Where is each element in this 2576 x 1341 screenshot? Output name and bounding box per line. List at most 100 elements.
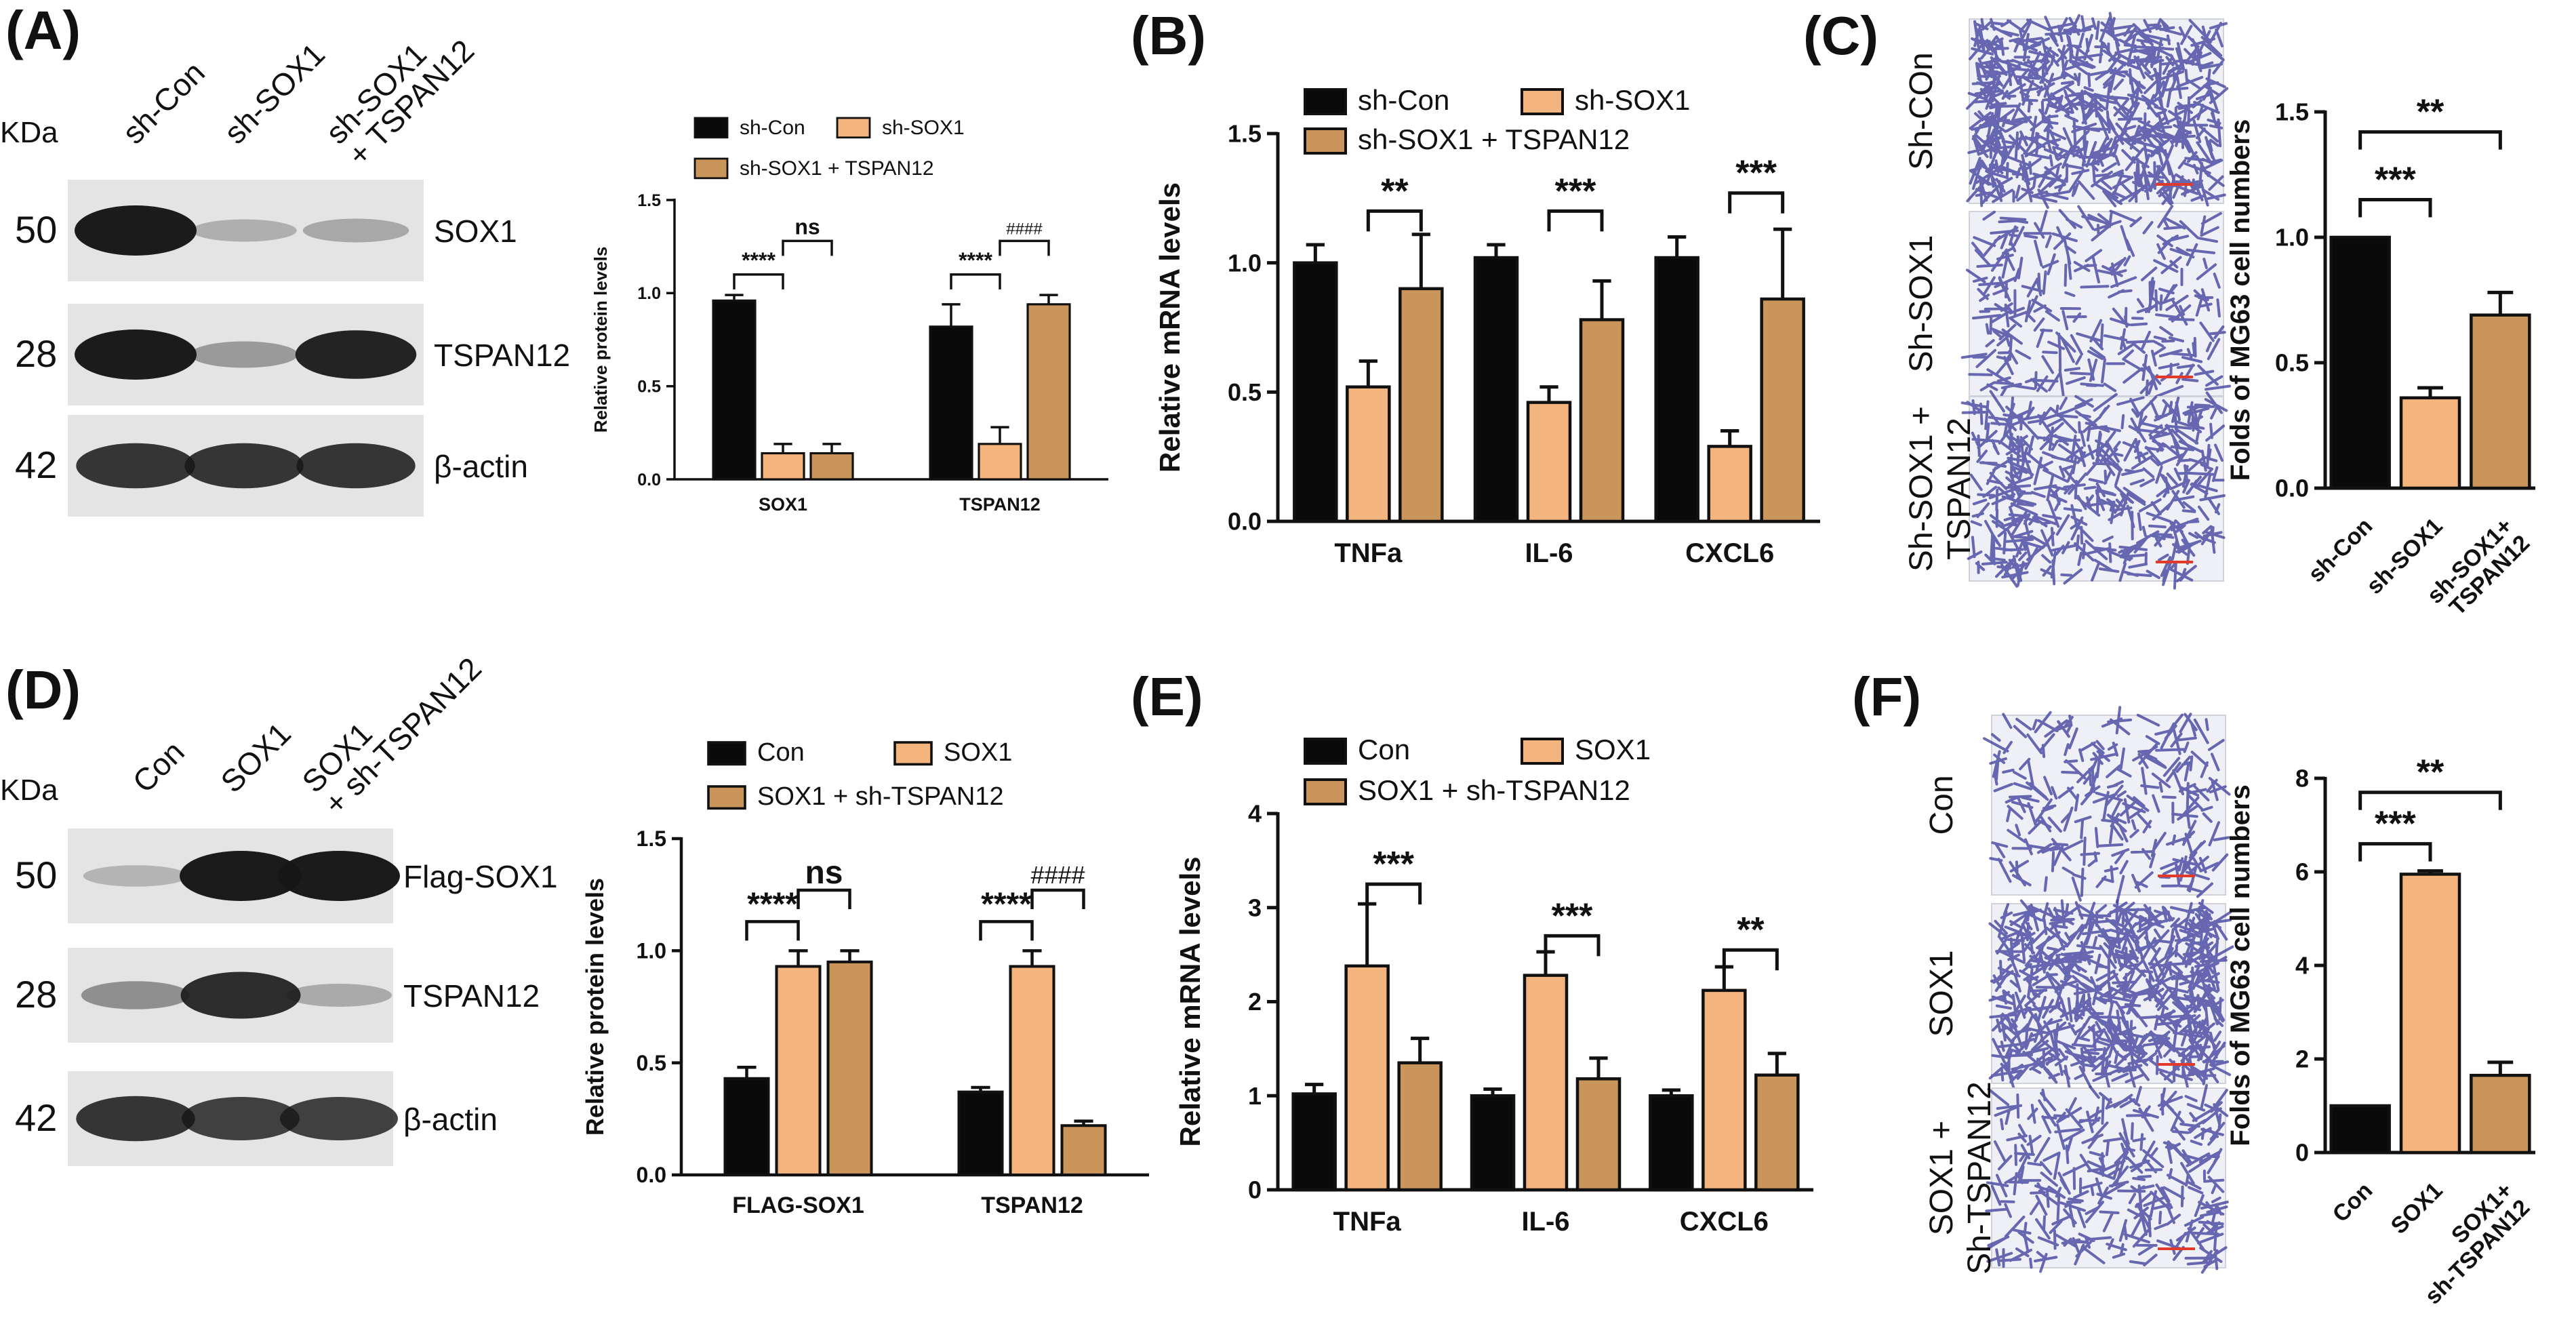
protein-band (278, 851, 400, 901)
stained-cells (1985, 1084, 2229, 1274)
protein-name-label: β-actin (434, 449, 528, 484)
lane-label: sh-Con (115, 54, 212, 151)
protein-band (180, 972, 301, 1019)
y-tick-label: 0.5 (637, 377, 661, 396)
significance-label: *** (2375, 805, 2416, 844)
y-tick-label: 1.5 (2275, 98, 2309, 126)
lane-label: SOX1+ sh-TSPAN12 (295, 628, 488, 822)
protein-name-label: TSPAN12 (403, 978, 540, 1014)
x-category-label: CXCL6 (1680, 1207, 1769, 1237)
protein-name-label: SOX1 (434, 214, 517, 249)
y-tick-label: 0.0 (637, 1163, 666, 1187)
protein-band (76, 1096, 195, 1142)
significance-bracket (2358, 842, 2432, 862)
protein-band (191, 219, 297, 242)
panel-label-D: (D) (5, 660, 81, 720)
bar (712, 299, 757, 481)
molecular-weight-label: 28 (15, 332, 57, 375)
y-tick-label: 4 (2295, 952, 2309, 980)
bar (1291, 1092, 1337, 1192)
bar (1009, 965, 1055, 1177)
x-category-label: IL-6 (1521, 1207, 1569, 1237)
protein-band (296, 443, 416, 489)
x-category-label: IL-6 (1525, 538, 1573, 568)
x-category-label: SOX1 (2386, 1178, 2448, 1239)
lane-label: sh-SOX1+ TSPAN12 (319, 11, 481, 173)
bar (2399, 396, 2461, 490)
y-tick-label: 2 (2295, 1045, 2309, 1073)
y-tick-label: 0 (1248, 1176, 1262, 1204)
y-tick-label: 1.0 (637, 284, 661, 303)
panel-label-F: (F) (1852, 666, 1921, 727)
significance-bracket (1728, 191, 1785, 214)
y-tick-label: 1.5 (637, 191, 661, 210)
bar (723, 1077, 770, 1177)
molecular-weight-label: 50 (15, 854, 57, 896)
panel-label-A: (A) (5, 0, 81, 60)
protein-band (81, 981, 190, 1009)
legend-swatch (893, 741, 933, 766)
significance-label: #### (1006, 220, 1043, 238)
legend-label: sh-Con (1358, 84, 1449, 116)
bar (1470, 1094, 1516, 1192)
panel-label-E: (E) (1131, 666, 1203, 727)
x-category-label: Con (2328, 1178, 2378, 1228)
image-row-label: SOX1 (1924, 950, 1960, 1037)
image-row-label: Sh-COn (1904, 52, 1939, 169)
legend-label: Con (1358, 734, 1410, 765)
bar (2399, 873, 2461, 1155)
bar (809, 452, 854, 481)
significance-label: #### (1030, 861, 1085, 889)
y-tick-label: 3 (1248, 894, 1262, 921)
significance-bracket (1365, 882, 1422, 905)
bar (761, 452, 805, 481)
significance-bracket (1722, 948, 1779, 971)
bar (1398, 287, 1444, 523)
significance-bracket (979, 920, 1034, 941)
protein-band (295, 330, 417, 379)
bar (1526, 401, 1572, 523)
x-category-label: FLAG-SOX1 (732, 1193, 864, 1218)
significance-label: ns (805, 855, 843, 891)
significance-bracket (782, 239, 833, 256)
kda-label: KDa (0, 774, 58, 807)
bar-chart-d: 0.0 0.5 1.0 1.5 Relative protein levels FLAG-… (581, 738, 1149, 1218)
bar (1026, 303, 1071, 481)
legend-swatch (707, 785, 746, 810)
legend-swatch (1304, 88, 1347, 115)
bar (1397, 1061, 1443, 1192)
significance-bracket (999, 239, 1050, 256)
transwell-images-c: Sh-COn Sh-SOX1 Sh-SOX1 +TSPAN12 (1904, 12, 2232, 590)
significance-label: *** (1555, 172, 1596, 211)
significance-bracket (2358, 130, 2502, 150)
legend-label: sh-Con (740, 117, 805, 139)
y-tick-label: 1 (1248, 1082, 1262, 1110)
legend-label: SOX1 (1575, 734, 1651, 765)
legend-label: SOX1 (944, 738, 1012, 767)
bar (1344, 964, 1390, 1192)
legend-swatch (1521, 88, 1564, 115)
y-axis-label: Relative protein levels (581, 878, 609, 1136)
bar (978, 443, 1022, 481)
panel-label-C: (C) (1803, 5, 1878, 66)
y-tick-label: 0.0 (1228, 508, 1262, 536)
y-tick-label: 0.5 (1228, 378, 1262, 406)
y-axis-label: Folds of MG63 cell numbers (2226, 119, 2255, 481)
y-tick-label: 2 (1248, 988, 1262, 1016)
legend-label: sh-SOX1 + TSPAN12 (1358, 123, 1630, 155)
bar (2329, 1104, 2391, 1155)
significance-bracket (2358, 198, 2432, 218)
bar (1760, 297, 1805, 523)
bar (1579, 318, 1625, 523)
significance-label: ** (2417, 753, 2444, 793)
bar (1575, 1077, 1622, 1192)
protein-band (75, 205, 197, 256)
protein-band (302, 218, 409, 243)
x-category-label: TNFa (1333, 1207, 1402, 1237)
protein-band (75, 329, 197, 380)
significance-label: *** (1373, 845, 1414, 884)
bar (2470, 1073, 2531, 1155)
bar (1523, 974, 1569, 1192)
y-axis-label: Relative mRNA levels (1154, 182, 1186, 473)
